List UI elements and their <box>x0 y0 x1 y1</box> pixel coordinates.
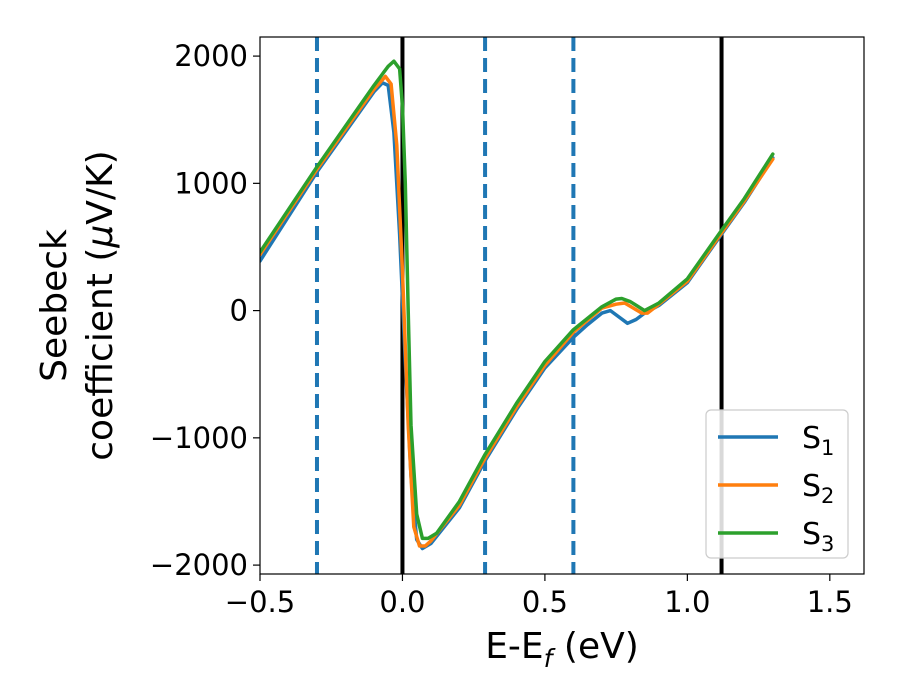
x-tick-label: 1.0 <box>664 585 710 619</box>
series-line-s2 <box>260 74 775 548</box>
legend-label-s1: S1 <box>802 421 834 460</box>
legend-label-s2: S2 <box>802 469 834 508</box>
x-tick-label: 0.5 <box>522 585 568 619</box>
x-tick-label: −0.5 <box>225 585 295 619</box>
legend: S1 S2 S3 <box>705 409 849 559</box>
y-tick-label: 2000 <box>174 39 248 73</box>
x-tick-label: 0.0 <box>379 585 425 619</box>
y-tick-label: 1000 <box>174 166 248 200</box>
y-axis-label-line2: coefficient (μV/K) <box>80 150 121 460</box>
series-line-s1 <box>260 81 775 551</box>
x-tick-label: 1.5 <box>807 585 853 619</box>
x-axis-ticks: −0.5 0.0 0.5 1.0 1.5 <box>225 574 853 619</box>
y-axis-ticks: −2000 −1000 0 1000 2000 <box>150 39 260 582</box>
y-tick-label: −2000 <box>150 548 248 582</box>
x-axis-label: E-Ef (eV) <box>485 626 639 673</box>
y-tick-label: 0 <box>230 294 248 328</box>
y-axis-label-line1: Seebeck <box>34 229 75 382</box>
plot-area <box>259 36 865 575</box>
y-tick-label: −1000 <box>150 421 248 455</box>
plot-frame <box>259 36 865 575</box>
series-line-s3 <box>260 59 775 541</box>
legend-label-s3: S3 <box>802 517 834 556</box>
series-lines <box>260 59 775 551</box>
